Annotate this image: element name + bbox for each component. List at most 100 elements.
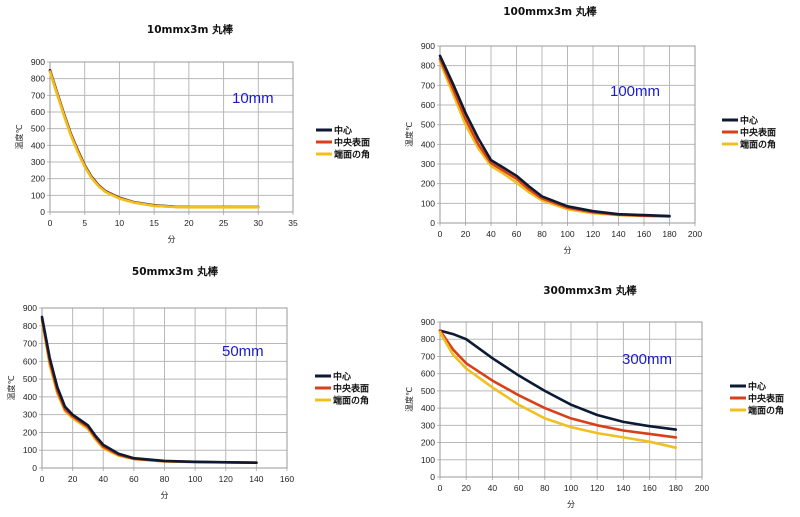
chart-10mm: 10mmx3m 丸棒 0 100 200 300 400 500 600 700 800 900 0 5… <box>14 23 370 244</box>
plot-area <box>41 307 288 469</box>
legend-label: 中央表面 <box>333 383 369 395</box>
y-tick-label: 100 <box>23 445 37 455</box>
x-tick-label: 10 <box>115 218 125 228</box>
y-tick-label: 700 <box>23 339 37 349</box>
y-tick-label: 300 <box>23 410 37 420</box>
x-tick-label: 15 <box>149 218 159 228</box>
y-tick-label: 400 <box>421 139 435 149</box>
x-tick-label: 0 <box>438 483 443 493</box>
y-tick-label: 600 <box>421 100 435 110</box>
x-tick-label: 100 <box>188 474 202 484</box>
legend-label: 中心 <box>748 381 766 393</box>
plot-area <box>439 45 696 224</box>
chart-title: 300mmx3m 丸棒 <box>543 284 637 297</box>
x-tick-label: 20 <box>461 483 471 493</box>
x-tick-label: 120 <box>219 474 233 484</box>
x-tick-label: 20 <box>68 474 78 484</box>
y-tick-label: 900 <box>421 41 435 51</box>
size-label: 50mm <box>222 343 264 360</box>
x-tick-label: 0 <box>40 474 45 484</box>
series-line-2 <box>48 70 260 209</box>
series-line-0 <box>438 329 678 431</box>
legend-label: 端面の角 <box>740 139 776 151</box>
series-line-2 <box>438 330 678 450</box>
legend-label: 中央表面 <box>334 137 370 149</box>
x-tick-label: 140 <box>611 229 625 239</box>
x-tick-label: 35 <box>288 218 298 228</box>
y-tick-label: 800 <box>421 334 435 344</box>
x-tick-label: 80 <box>540 483 550 493</box>
x-tick-label: 0 <box>48 218 53 228</box>
y-tick-label: 0 <box>32 463 37 473</box>
x-axis-label: 分 <box>168 235 176 244</box>
y-tick-label: 700 <box>31 90 45 100</box>
legend-label: 中心 <box>740 115 758 127</box>
y-tick-label: 300 <box>31 157 45 167</box>
x-tick-label: 140 <box>616 483 630 493</box>
x-tick-label: 60 <box>129 474 139 484</box>
y-tick-label: 600 <box>31 107 45 117</box>
legend-label: 中心 <box>333 371 351 383</box>
y-tick-label: 200 <box>421 179 435 189</box>
y-axis-label: 温度℃ <box>404 122 414 147</box>
y-tick-label: 400 <box>23 392 37 402</box>
plot-area <box>49 61 294 213</box>
chart-title: 10mmx3m 丸棒 <box>147 23 234 36</box>
y-tick-label: 100 <box>421 455 435 465</box>
y-axis-label: 温度℃ <box>6 375 16 400</box>
y-tick-label: 500 <box>23 374 37 384</box>
plot-area <box>439 321 703 478</box>
chart-300mm: 300mmx3m 丸棒 0 100 200 300 400 500 600 700 800 900 0… <box>404 284 784 509</box>
x-axis-label: 分 <box>567 500 575 509</box>
y-tick-label: 0 <box>430 472 435 482</box>
y-tick-label: 700 <box>421 80 435 90</box>
x-tick-label: 25 <box>219 218 229 228</box>
legend-label: 中央表面 <box>748 393 784 405</box>
x-tick-label: 180 <box>669 483 683 493</box>
x-tick-label: 120 <box>586 229 600 239</box>
x-tick-label: 160 <box>280 474 294 484</box>
x-tick-label: 160 <box>643 483 657 493</box>
legend-label: 端面の角 <box>333 395 369 407</box>
x-tick-label: 30 <box>254 218 264 228</box>
legend-label: 端面の角 <box>334 149 370 161</box>
y-tick-label: 600 <box>23 356 37 366</box>
size-label: 100mm <box>610 83 660 100</box>
series-line-1 <box>438 329 678 439</box>
x-tick-label: 200 <box>688 229 702 239</box>
y-tick-label: 900 <box>421 317 435 327</box>
y-tick-label: 300 <box>421 420 435 430</box>
y-tick-label: 0 <box>430 218 435 228</box>
x-tick-label: 60 <box>512 229 522 239</box>
y-tick-label: 100 <box>421 198 435 208</box>
x-axis-label: 分 <box>161 491 169 500</box>
y-tick-label: 900 <box>23 303 37 313</box>
chart-title: 50mmx3m 丸棒 <box>132 265 219 278</box>
x-tick-label: 100 <box>560 229 574 239</box>
x-tick-label: 200 <box>695 483 709 493</box>
x-tick-label: 180 <box>662 229 676 239</box>
y-tick-label: 900 <box>31 57 45 67</box>
x-tick-label: 40 <box>486 229 496 239</box>
x-tick-label: 60 <box>514 483 524 493</box>
size-label: 10mm <box>232 90 274 107</box>
y-tick-label: 500 <box>421 386 435 396</box>
y-tick-label: 200 <box>23 427 37 437</box>
x-tick-label: 80 <box>160 474 170 484</box>
y-tick-label: 500 <box>421 120 435 130</box>
x-tick-label: 80 <box>537 229 547 239</box>
chart-100mm: 100mmx3m 丸棒 0 100 200 300 400 500 600 700 800 900 0… <box>404 5 776 255</box>
y-tick-label: 500 <box>31 124 45 134</box>
x-tick-label: 0 <box>438 229 443 239</box>
y-tick-label: 200 <box>421 438 435 448</box>
legend-label: 端面の角 <box>748 405 784 417</box>
x-tick-label: 140 <box>249 474 263 484</box>
legend-label: 中央表面 <box>740 127 776 139</box>
chart-50mm: 50mmx3m 丸棒 0 100 200 300 400 500 600 700 800 900 0 2… <box>6 265 369 500</box>
series-line-2 <box>40 315 258 465</box>
x-tick-label: 20 <box>184 218 194 228</box>
y-tick-label: 0 <box>40 207 45 217</box>
y-tick-label: 300 <box>421 159 435 169</box>
